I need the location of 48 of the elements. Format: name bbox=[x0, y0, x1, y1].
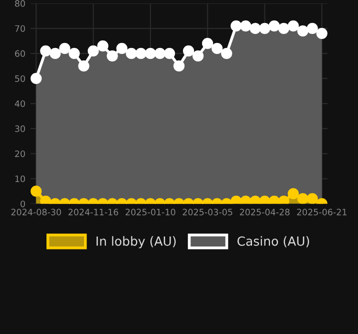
point bbox=[173, 60, 185, 72]
x-tick-label: 2024-11-16 bbox=[68, 208, 118, 216]
point bbox=[30, 72, 42, 84]
point bbox=[164, 48, 176, 59]
point bbox=[78, 60, 90, 72]
y-tick-label: 30 bbox=[15, 125, 25, 132]
point bbox=[297, 25, 308, 36]
y-tick-label: 40 bbox=[14, 100, 25, 107]
x-tick-label: 2025-06-21 bbox=[297, 208, 346, 216]
point bbox=[182, 45, 194, 56]
y-tick-label: 80 bbox=[15, 0, 25, 7]
point bbox=[154, 48, 166, 59]
point bbox=[230, 20, 242, 32]
y-tick-label: 20 bbox=[15, 150, 25, 158]
point bbox=[278, 22, 290, 34]
legend-label: In lobby (AU) bbox=[96, 236, 176, 248]
point bbox=[40, 45, 52, 56]
point bbox=[306, 22, 318, 34]
x-tick-label: 2025-03-05 bbox=[182, 208, 232, 216]
point bbox=[97, 40, 108, 52]
point bbox=[268, 20, 280, 32]
point bbox=[316, 28, 328, 39]
point bbox=[88, 45, 99, 56]
point bbox=[288, 20, 299, 32]
legend-label: Casino (AU) bbox=[237, 236, 310, 248]
point bbox=[192, 50, 204, 62]
y-tick-label: 70 bbox=[15, 25, 25, 32]
y-tick-label: 0 bbox=[20, 200, 25, 208]
point bbox=[240, 20, 252, 32]
point bbox=[221, 48, 232, 59]
point bbox=[50, 48, 61, 59]
point bbox=[68, 48, 80, 59]
point bbox=[59, 42, 70, 54]
y-tick-label: 10 bbox=[15, 176, 25, 182]
point bbox=[250, 22, 261, 34]
y-tick-label: 50 bbox=[15, 75, 25, 82]
point bbox=[144, 48, 156, 59]
x-tick-label: 2025-01-10 bbox=[126, 208, 176, 216]
point bbox=[259, 22, 270, 34]
x-tick-label: 2024-08-30 bbox=[11, 208, 61, 216]
point bbox=[126, 48, 137, 59]
point bbox=[212, 42, 223, 54]
point bbox=[202, 38, 214, 49]
point bbox=[106, 50, 118, 62]
point bbox=[116, 42, 128, 54]
point bbox=[135, 48, 146, 59]
x-tick-label: 2025-04-28 bbox=[240, 208, 290, 216]
y-tick-label: 60 bbox=[15, 50, 25, 57]
